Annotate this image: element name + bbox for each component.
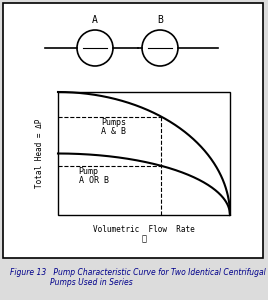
Bar (3, 3, 263, 258)
Text: Pump: Pump (79, 167, 99, 176)
Text: B: B (157, 15, 163, 25)
Text: Volumetric  Flow  Rate: Volumetric Flow Rate (93, 225, 195, 234)
Text: ṻ: ṻ (142, 234, 147, 243)
Bar (58, 92, 230, 215)
Text: A: A (92, 15, 98, 25)
Text: Pumps Used in Series: Pumps Used in Series (50, 278, 133, 287)
Text: Total Head = ΔP: Total Head = ΔP (35, 119, 44, 188)
Text: Figure 13   Pump Characteristic Curve for Two Identical Centrifugal: Figure 13 Pump Characteristic Curve for … (10, 268, 266, 277)
Text: A OR B: A OR B (79, 176, 109, 185)
Text: Pumps: Pumps (101, 118, 126, 127)
Text: A & B: A & B (101, 127, 126, 136)
